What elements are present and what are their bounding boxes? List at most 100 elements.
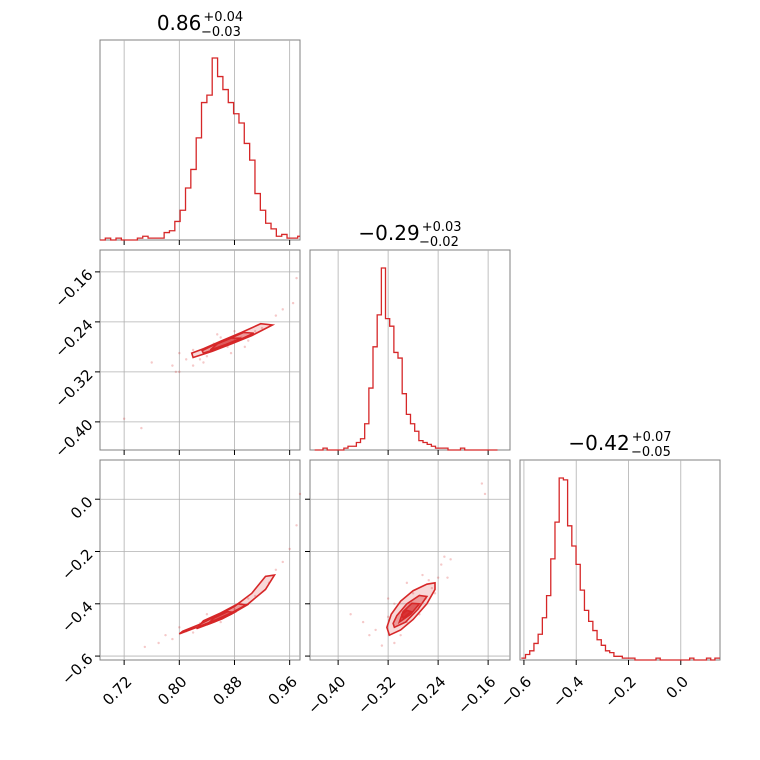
sample-point-24 (202, 361, 205, 364)
x-tick-label-p1-0: −0.40 (304, 673, 349, 718)
sample-point-0 (143, 645, 147, 649)
sample-point-19 (233, 607, 236, 611)
x-tick-label-p2-1: −0.4 (549, 673, 587, 711)
y-tick-label-p2-1: −0.4 (58, 598, 96, 636)
x-tick-label-p2-2: −0.2 (601, 673, 639, 711)
sample-point-12 (295, 524, 298, 527)
sample-point-19 (219, 336, 222, 339)
histogram-step-1 (314, 267, 498, 451)
sample-point-13 (298, 492, 302, 496)
x-tick-label-p2-0: −0.6 (497, 673, 535, 711)
x-tick-label-p2-3: 0.0 (662, 673, 692, 703)
sample-point-1 (374, 628, 377, 632)
sample-point-23 (433, 592, 437, 595)
sample-point-18 (219, 620, 222, 624)
sample-point-11 (281, 308, 284, 311)
sample-point-21 (274, 568, 278, 572)
title-upper-2: +0.07 (632, 430, 672, 445)
sample-point-11 (440, 563, 443, 566)
sample-point-3 (178, 351, 181, 355)
title-lower-1: −0.02 (419, 235, 459, 250)
x-tick-label-p1-1: −0.32 (354, 673, 399, 718)
title-param-2: −0.42 +0.07 (568, 430, 671, 455)
contour-line-2 (209, 337, 242, 351)
sample-point-13 (446, 576, 449, 579)
sample-point-10 (436, 576, 440, 579)
hist-frame-1 (309, 249, 511, 451)
title-upper-1: +0.03 (422, 220, 462, 235)
sample-point-9 (430, 586, 434, 590)
sample-point-16 (483, 492, 487, 496)
title-param-1: −0.29 +0.03 (358, 220, 461, 245)
pair-frame-2-1 (309, 459, 511, 661)
title-value-0: 0.86 (157, 11, 202, 35)
hist-panel-2: −0.6 −0.4 −0.2 0.0 (497, 459, 721, 711)
sample-point-26 (421, 573, 424, 577)
sample-point-24 (386, 597, 390, 600)
hist-panel-1 (309, 249, 511, 455)
sample-point-18 (205, 355, 209, 358)
sample-point-19 (393, 602, 396, 605)
sample-point-16 (174, 370, 178, 374)
sample-point-1 (171, 364, 174, 367)
sample-point-2 (368, 633, 371, 637)
title-lower-0: −0.03 (201, 25, 241, 40)
sample-point-9 (260, 326, 264, 330)
sample-point-27 (243, 345, 247, 349)
sample-point-16 (191, 631, 195, 634)
pair-panel-2-0: −0.6 −0.4 −0.2 0.0 0.72 0.80 0.88 0.96 (58, 459, 302, 709)
sample-point-12 (443, 555, 446, 558)
y-tick-label-p1-1: −0.32 (51, 366, 96, 411)
sample-point-20 (233, 330, 236, 333)
contour-fill-0 (179, 575, 275, 634)
y-tick-label-p2-2: −0.2 (58, 545, 96, 583)
sample-point-20 (247, 597, 250, 600)
y-tick-label-p1-3: −0.16 (51, 266, 96, 311)
sample-point-15 (480, 482, 484, 485)
hist-frame-2 (519, 459, 721, 661)
title-lower-2: −0.05 (631, 445, 671, 460)
contour-line-1 (200, 331, 255, 355)
contour-line-2 (206, 610, 238, 626)
sample-point-0 (150, 361, 153, 364)
sample-point-26 (229, 351, 233, 355)
sample-point-5 (399, 633, 402, 637)
contour-line-0 (386, 581, 436, 637)
sample-point-13 (291, 301, 295, 305)
pair-frame-2-0 (99, 459, 301, 661)
sample-point-15 (140, 426, 143, 430)
contour-line-1 (392, 594, 429, 629)
histogram-step-0 (100, 57, 300, 241)
hist-frame-0 (99, 39, 301, 241)
contour-fill-3 (401, 610, 412, 619)
pair-frame-1-0 (99, 249, 301, 451)
title-param-0: 0.86 +0.04 (157, 10, 243, 35)
sample-point-21 (253, 330, 257, 333)
x-tick-label-p0-1: 0.80 (154, 673, 190, 709)
sample-point-2 (171, 637, 174, 641)
pair-panel-1-0: −0.40 −0.32 −0.24 −0.16 (51, 249, 301, 461)
sample-point-17 (205, 613, 209, 616)
pair-panel-2-1: −0.40 −0.32 −0.24 −0.16 (304, 459, 511, 718)
y-tick-label-p1-0: −0.40 (51, 416, 96, 461)
x-tick-label-p1-2: −0.24 (404, 673, 449, 718)
x-tick-label-p1-3: −0.16 (454, 673, 499, 718)
y-tick-label-p2-3: 0.0 (67, 493, 97, 523)
sample-point-15 (178, 626, 181, 629)
sample-point-4 (393, 641, 396, 645)
x-tick-label-p0-2: 0.88 (209, 673, 245, 709)
sample-point-11 (288, 547, 291, 551)
title-value-2: −0.42 (568, 431, 629, 455)
sample-point-8 (247, 339, 250, 342)
sample-point-2 (185, 358, 188, 361)
sample-point-12 (295, 276, 298, 280)
title-value-1: −0.29 (358, 221, 419, 245)
sample-point-17 (349, 613, 352, 616)
contour-line-3 (400, 609, 413, 620)
hist-panel-0 (99, 39, 301, 245)
x-tick-label-p0-3: 0.96 (265, 673, 301, 709)
x-tick-label-p0-0: 0.72 (99, 673, 135, 709)
sample-point-14 (164, 633, 167, 637)
sample-point-0 (380, 644, 384, 647)
